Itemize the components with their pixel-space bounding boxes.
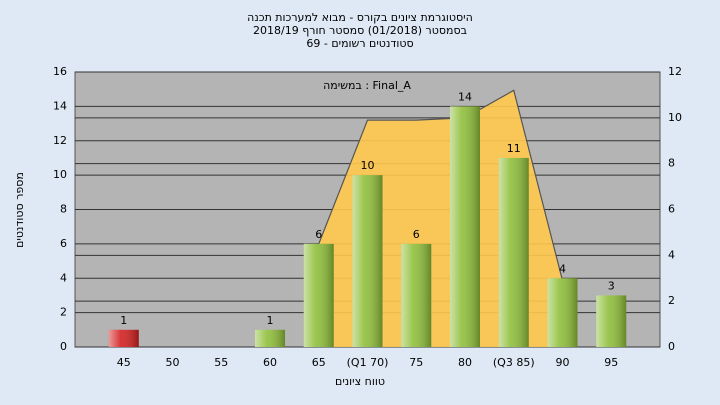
bar-shade (596, 295, 627, 347)
y-tick-label: 6 (60, 237, 67, 250)
x-tick-label: 55 (214, 356, 228, 369)
x-tick-label: 60 (263, 356, 277, 369)
bar-shade (450, 106, 480, 347)
value-label: 6 (315, 228, 322, 241)
value-label: 14 (458, 90, 472, 103)
x-axis-label: טווח ציונים (335, 375, 385, 388)
bar-shade (352, 175, 383, 347)
y2-tick-label: 12 (668, 65, 682, 78)
y2-tick-label: 4 (668, 248, 675, 261)
y2-tick-label: 10 (668, 111, 682, 124)
title-line: סטודנטים רשומים - 69 (306, 37, 413, 50)
annotation: במשימה : Final_A (323, 79, 411, 92)
bar-shade (303, 243, 334, 347)
title-line: בסמסטר (01/2018) סמסטר חורף 2018/19 (253, 24, 467, 37)
x-tick-label: 80 (458, 356, 472, 369)
x-tick-label: (Q3 85) (493, 356, 535, 369)
y2-tick-label: 2 (668, 294, 675, 307)
x-tick-label: 90 (556, 356, 570, 369)
x-tick-label: 75 (409, 356, 423, 369)
x-tick-label: (Q1 70) (347, 356, 389, 369)
y-tick-label: 12 (53, 134, 67, 147)
y-tick-label: 14 (53, 99, 67, 112)
x-tick-label: 50 (166, 356, 180, 369)
value-label: 4 (559, 262, 566, 275)
curve-line (318, 89, 564, 281)
value-label: 1 (120, 314, 127, 327)
value-label: 6 (413, 228, 420, 241)
y-tick-label: 8 (60, 203, 67, 216)
bar-shade (401, 243, 432, 347)
y-tick-label: 4 (60, 271, 67, 284)
bar-shade (547, 278, 578, 347)
y2-tick-label: 0 (668, 340, 675, 353)
title-line: היסטוגרמת ציונים בקורס - מבוא למערכות תכ… (247, 11, 473, 24)
bar-shade (108, 329, 139, 347)
x-tick-label: 95 (604, 356, 618, 369)
y-tick-label: 2 (60, 306, 67, 319)
y2-tick-label: 6 (668, 203, 675, 216)
value-label: 1 (267, 314, 274, 327)
value-label: 11 (507, 142, 521, 155)
y-tick-label: 10 (53, 168, 67, 181)
y-tick-label: 0 (60, 340, 67, 353)
y2-tick-label: 8 (668, 157, 675, 170)
bar-shade (498, 157, 529, 347)
value-label: 10 (361, 159, 375, 172)
x-tick-label: 65 (312, 356, 326, 369)
value-label: 3 (608, 279, 615, 292)
y-axis-label: מספר סטודנטים (13, 172, 26, 248)
bar-shade (255, 329, 285, 347)
x-tick-label: 45 (117, 356, 131, 369)
y-tick-label: 16 (53, 65, 67, 78)
